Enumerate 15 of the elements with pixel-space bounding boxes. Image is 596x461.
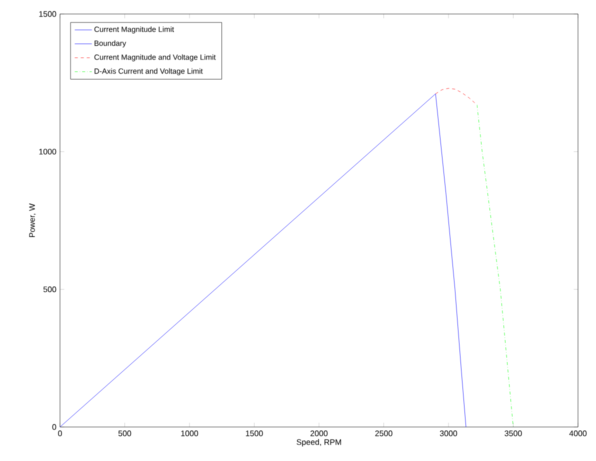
x-tick-label: 4000 xyxy=(569,430,587,436)
y-tick-label: 0 xyxy=(52,424,56,430)
x-tick-label: 3500 xyxy=(504,430,522,436)
y-tick-label: 1000 xyxy=(39,148,56,154)
x-tick-label: 3000 xyxy=(440,430,458,436)
x-axis-title: Speed, RPM xyxy=(296,439,342,447)
x-tick-label: 1500 xyxy=(246,430,263,436)
y-tick-label: 500 xyxy=(43,286,56,292)
y-axis-title: Power, W xyxy=(29,203,36,237)
y-tick-label: 1500 xyxy=(39,11,56,17)
x-tick-label: 1000 xyxy=(181,430,198,436)
x-tick-label: 0 xyxy=(58,430,62,436)
x-tick-label: 500 xyxy=(118,430,132,436)
x-tick-label: 2000 xyxy=(310,430,328,436)
x-tick-label: 2500 xyxy=(375,430,392,436)
